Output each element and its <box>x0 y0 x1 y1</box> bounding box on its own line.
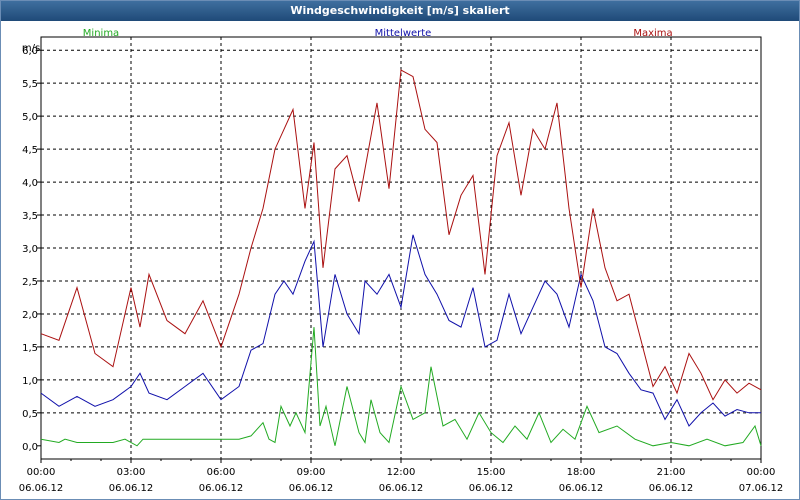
series-group <box>40 69 762 447</box>
x-tick-time: 18:00 <box>567 467 596 478</box>
x-tick-date: 06.06.12 <box>289 483 334 494</box>
y-tick-label: 2,5 <box>22 277 38 288</box>
y-tick-label: 4,5 <box>22 145 38 156</box>
y-tick-label: 0,0 <box>22 442 38 453</box>
legend-mittelwerte: Mittelwerte <box>375 28 432 39</box>
y-tick-label: 3,0 <box>22 244 38 255</box>
y-tick-label: 5,5 <box>22 79 38 90</box>
series-line-minima <box>40 327 762 447</box>
y-tick-label: 1,5 <box>22 343 38 354</box>
x-tick-date: 06.06.12 <box>109 483 154 494</box>
x-tick-date: 06.06.12 <box>559 483 604 494</box>
y-axis-label: m/s <box>22 43 40 54</box>
legend: Minima Mittelwerte Maxima <box>83 28 673 39</box>
y-tick-label: 2,0 <box>22 310 38 321</box>
x-tick-date: 07.06.12 <box>739 483 784 494</box>
y-tick-label: 5,0 <box>22 112 38 123</box>
x-tick-date: 06.06.12 <box>469 483 514 494</box>
grid <box>41 37 761 459</box>
series-line-maxima <box>40 69 762 401</box>
x-tick-time: 06:00 <box>207 467 236 478</box>
chart-title: Windgeschwindigkeit [m/s] skaliert <box>1 1 799 21</box>
x-tick-time: 03:00 <box>117 467 146 478</box>
x-tick-time: 12:00 <box>387 467 416 478</box>
y-tick-label: 3,5 <box>22 211 38 222</box>
x-tick-time: 00:00 <box>27 467 56 478</box>
legend-maxima: Maxima <box>633 28 672 39</box>
y-tick-label: 1,0 <box>22 376 38 387</box>
legend-minima: Minima <box>83 28 119 39</box>
y-tick-label: 4,0 <box>22 178 38 189</box>
chart-svg: 0,00,51,01,52,02,53,03,54,04,55,05,56,0 … <box>19 28 784 494</box>
x-tick-time: 21:00 <box>657 467 686 478</box>
x-tick-date: 06.06.12 <box>19 483 64 494</box>
x-axis: 00:00 06.06.12 03:00 06.06.12 06:00 06.06.12 0… <box>19 459 784 494</box>
x-tick-date: 06.06.12 <box>199 483 244 494</box>
x-tick-time: 00:00 <box>747 467 776 478</box>
x-tick-time: 15:00 <box>477 467 506 478</box>
x-tick-time: 09:00 <box>297 467 326 478</box>
y-tick-label: 0,5 <box>22 409 38 420</box>
series-line-mittelwerte <box>40 234 761 427</box>
x-tick-date: 06.06.12 <box>379 483 424 494</box>
y-axis: 0,0 0,5 1,0 1,5 2,0 2,5 3,0 3,5 4,0 4,5 5,0 5,5 6,0 <box>22 46 41 453</box>
x-tick-date: 06.06.12 <box>649 483 694 494</box>
y-tick-label: 6,0 <box>22 46 38 57</box>
